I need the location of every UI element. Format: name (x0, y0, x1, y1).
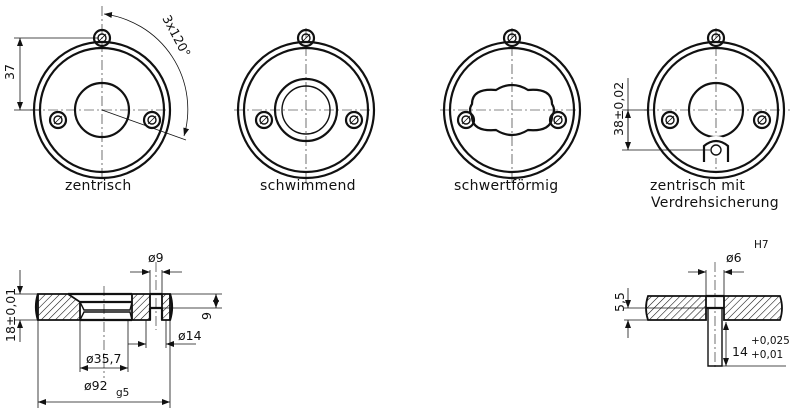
caption-schwertfoermig: schwertförmig (454, 178, 559, 194)
screw-icon (296, 28, 316, 48)
sword-bore (468, 83, 556, 137)
dim-tol-upper: +0,025 (751, 335, 790, 347)
dim-pin-len: 14 (732, 344, 748, 359)
screw-icon (456, 110, 476, 130)
caption-schwimmend: schwimmend (260, 178, 356, 194)
section-left: ø9 18±0,01 9 ø14 ø35,7 ø92 g5 (3, 250, 222, 408)
dim-radius: 37 (2, 64, 17, 80)
pin-notch (702, 139, 730, 162)
dim-counterbore: ø14 (178, 328, 202, 343)
screw-icon (706, 28, 726, 48)
view-schwimmend: schwimmend (234, 28, 378, 194)
dim-pin-tol: H7 (754, 239, 769, 251)
dim-angle: 3x120° (159, 12, 194, 59)
caption-zentrisch: zentrisch (65, 178, 132, 194)
view-zentrisch: 37 3x120° zentrisch (2, 6, 194, 194)
view-schwertfoermig: schwertförmig (440, 28, 584, 194)
screw-icon (502, 28, 522, 48)
dim-bore: ø9 (148, 250, 164, 265)
dim-height: 18±0,01 (3, 288, 18, 342)
screw-icon (48, 110, 68, 130)
caption-verdrehsicherung-2: Verdrehsicherung (651, 195, 779, 211)
dim-step: 5,5 (612, 292, 627, 312)
dim-outer-tol: g5 (116, 387, 129, 399)
screw-icon (548, 110, 568, 130)
section-right: ø6 H7 5,5 14 +0,025 +0,01 (612, 239, 790, 370)
dim-tol-lower: +0,01 (751, 349, 783, 361)
screw-icon (344, 110, 364, 130)
screw-icon (752, 110, 772, 130)
screw-icon (254, 110, 274, 130)
screw-icon (660, 110, 680, 130)
dim-center-dia: ø35,7 (86, 351, 121, 366)
dim-depth: 9 (199, 312, 214, 320)
dim-offset: 38±0,02 (611, 82, 626, 136)
dim-outer-dia: ø92 (84, 378, 108, 393)
dim-pin-dia: ø6 (726, 250, 742, 265)
view-verdrehsicherung: 38±0,02 zentrisch mit Verdrehsicherung (611, 28, 790, 211)
caption-verdrehsicherung-1: zentrisch mit (650, 178, 745, 194)
